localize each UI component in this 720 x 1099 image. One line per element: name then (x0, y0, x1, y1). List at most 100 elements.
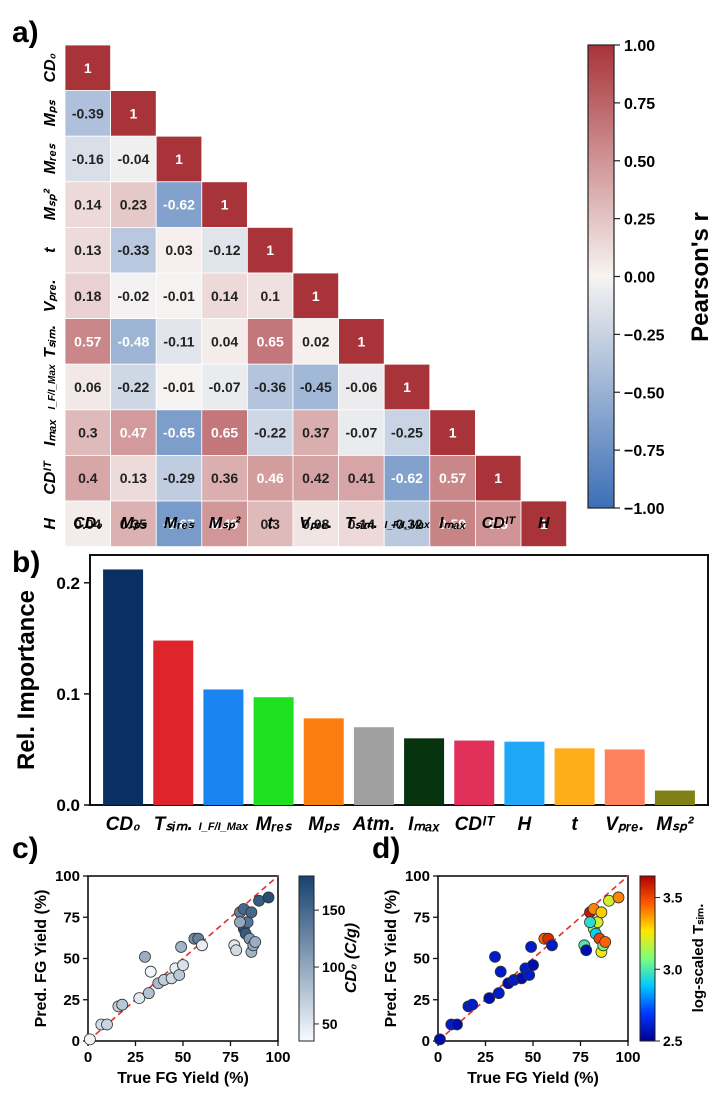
heatmap-cell-value: 1 (358, 333, 366, 349)
heatmap-cell (64, 500, 111, 547)
heatmap-column-label: t (268, 515, 274, 532)
colorbar-d-label: log-scaled Tₛᵢₘ. (690, 904, 707, 1013)
importance-bar (654, 790, 695, 805)
heatmap-cell-value: 1 (449, 425, 457, 441)
identity-line (87, 875, 279, 1042)
colorbar-a-tick-label: −0.25 (624, 327, 665, 344)
scatter-point (466, 998, 479, 1011)
importance-bar (554, 748, 595, 805)
bar-chart-category-label: CDᴵᵀ (455, 814, 496, 835)
colorbar-d-tick-label: 3.5 (663, 890, 683, 906)
scatter-point (139, 950, 151, 963)
heatmap-cell (383, 500, 431, 547)
heatmap-cell (429, 454, 476, 502)
scatter-xtick-label: 100 (265, 1049, 290, 1066)
heatmap-column-label: H (538, 515, 550, 532)
importance-bar (153, 640, 194, 805)
heatmap-cell-value: -0.65 (163, 425, 195, 441)
heatmap-cell (246, 500, 294, 547)
bar-chart-ytick-label: 0.2 (56, 574, 80, 593)
heatmap-cell (201, 272, 248, 319)
heatmap-column-label: Iₘₐₓ (439, 515, 467, 532)
heatmap-cell (338, 500, 385, 547)
heatmap-cell (383, 454, 431, 502)
scatter-point (451, 1018, 463, 1031)
heatmap-cell (64, 454, 111, 502)
heatmap-cell (292, 318, 339, 365)
bar-chart-category-label: Mₚₛ (308, 814, 340, 835)
heatmap-cell (110, 226, 157, 274)
heatmap-cell (201, 318, 248, 365)
heatmap-cell (383, 363, 431, 411)
heatmap-column-label: I_F/I_Max (384, 520, 429, 531)
bar-chart-category-label: I_F/I_Max (199, 821, 249, 833)
heatmap-cell (338, 318, 385, 365)
scatter-point (175, 941, 188, 953)
colorbar-d-tick-label: 3.0 (663, 961, 683, 977)
heatmap-cell (155, 135, 203, 183)
scatter-ytick-label: 50 (413, 951, 430, 968)
heatmap-cell-value: 1 (221, 197, 229, 213)
colorbar-a-tick-label: 0.00 (624, 270, 655, 287)
heatmap-row-label: t (42, 247, 59, 253)
heatmap-cell-value: 0.5 (488, 516, 508, 532)
heatmap-column-label: CD₀ (73, 515, 102, 532)
importance-bar (303, 718, 344, 805)
heatmap-cell-value: 1 (84, 60, 92, 76)
heatmap-cell (110, 272, 157, 319)
heatmap-column-label: Mₛₚ² (209, 515, 241, 532)
heatmap-cell-value: -0.07 (345, 425, 377, 441)
heatmap-row-label: Tₛᵢₘ. (42, 325, 59, 358)
scatter-point (546, 939, 558, 952)
scatter-ytick-label: 25 (63, 992, 80, 1009)
colorbar-a-tick-label: −1.00 (624, 501, 665, 518)
heatmap-cell-value: 0.06 (74, 379, 101, 395)
heatmap-cell-value: -0.16 (72, 151, 104, 167)
scatter-point (142, 987, 155, 1000)
heatmap-cell-value: -0.62 (391, 470, 423, 486)
colorbar-d-tick-label: 2.5 (663, 1033, 683, 1049)
scatter-xtick-label: 50 (525, 1049, 542, 1066)
heatmap-cell (474, 454, 522, 502)
scatter-point (492, 987, 505, 1000)
heatmap-cell-value: 0.65 (257, 333, 284, 349)
scatter-xtick-label: 0 (84, 1049, 92, 1066)
heatmap-cell (201, 226, 248, 274)
heatmap-cell-value: -0.39 (72, 105, 104, 121)
scatter-point (196, 939, 208, 952)
heatmap-cell-value: -0.29 (163, 470, 195, 486)
scatter-point (580, 944, 593, 957)
bar-chart-category-label: Mᵣₑₛ (256, 814, 293, 835)
heatmap-cell-value: 0.4 (78, 470, 98, 486)
heatmap-cell-value: 0.57 (74, 333, 101, 349)
scatter-point (144, 965, 157, 978)
heatmap-cell-value: 1 (403, 379, 411, 395)
heatmap-cell (64, 318, 111, 365)
scatter-point (525, 941, 537, 953)
scatter-point (612, 891, 625, 904)
heatmap-cell (155, 363, 203, 411)
colorbar-c-tick-label: 50 (322, 1016, 338, 1032)
bar-chart-ytick-label: 0.0 (56, 796, 80, 815)
heatmap-cell-value: 0.04 (211, 333, 238, 349)
scatter-point (177, 959, 189, 971)
heatmap-row-label: Mₛₚ² (42, 188, 59, 220)
heatmap-cell-value: 0.49 (211, 516, 238, 532)
heatmap-cell-value: 0.57 (439, 470, 466, 486)
scatter-point (599, 936, 612, 948)
heatmap-cell (110, 181, 157, 228)
bar-chart-category-label: H (518, 814, 533, 835)
heatmap-cell (64, 363, 111, 411)
heatmap-cell-value: 0.18 (74, 288, 101, 304)
panel-label-d: d) (372, 832, 400, 865)
scatter-xtick-label: 25 (477, 1049, 494, 1066)
colorbar-a-tick-label: 0.75 (624, 96, 655, 113)
colorbar-c-tick-label: 100 (322, 959, 346, 975)
colorbar-a-label: Pearson's r (687, 212, 714, 342)
heatmap-cell (64, 44, 111, 91)
heatmap-cell (201, 181, 248, 228)
scatter-ytick-label: 100 (55, 868, 80, 885)
heatmap-row-label: Mᵣₑₛ (42, 143, 59, 174)
heatmap-cell-value: -0.67 (163, 516, 195, 532)
heatmap-cell-value: 1 (312, 288, 320, 304)
